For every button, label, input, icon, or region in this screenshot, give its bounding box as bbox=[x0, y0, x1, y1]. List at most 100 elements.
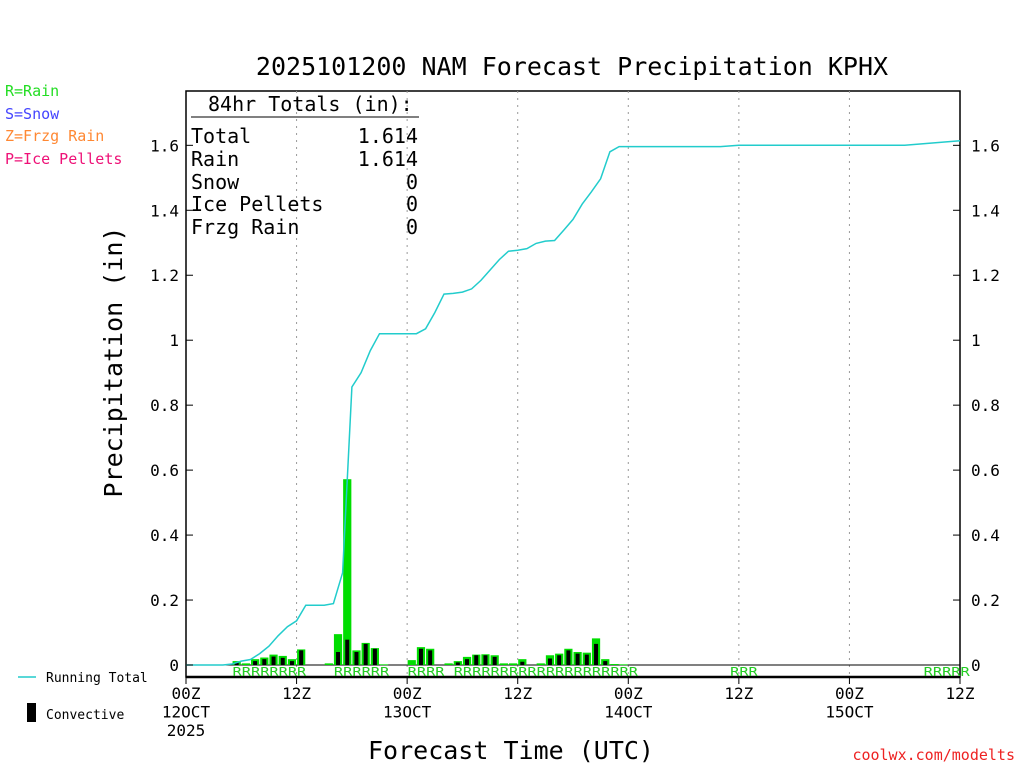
convective-bar bbox=[465, 659, 470, 665]
totals-label-total: Total bbox=[191, 124, 251, 148]
convective-bar bbox=[474, 655, 479, 665]
convective-bar bbox=[547, 658, 552, 665]
totals-value-snow: 0 bbox=[406, 170, 418, 194]
precip-bar bbox=[610, 664, 619, 665]
precip-bar bbox=[619, 664, 628, 666]
ptype-code-group: RRR bbox=[730, 665, 759, 679]
chart-title: 2025101200 NAM Forecast Precipitation KP… bbox=[256, 52, 888, 81]
totals-heading: 84hr Totals (in): bbox=[208, 92, 413, 116]
convective-bar bbox=[336, 652, 341, 665]
ptype-legend-snow: S=Snow bbox=[5, 105, 60, 123]
convective-bar bbox=[557, 655, 562, 665]
ptype-code-group: RRRRRRRRRRRRRRRRRRRR bbox=[454, 665, 639, 679]
convective-bar bbox=[271, 656, 276, 665]
y-tick-label-right: 0 bbox=[971, 656, 981, 675]
x-tick-label: 00Z bbox=[614, 684, 643, 703]
convective-bar bbox=[354, 652, 359, 665]
y-tick-label-left: 0.8 bbox=[150, 396, 179, 415]
y-tick-label-right: 1.6 bbox=[971, 136, 1000, 155]
totals-label-rain: Rain bbox=[191, 147, 239, 171]
y-tick-label-right: 0.8 bbox=[971, 396, 1000, 415]
x-tick-label: 12Z bbox=[503, 684, 532, 703]
convective-bar bbox=[299, 650, 304, 665]
convective-bar bbox=[584, 654, 589, 665]
convective-bar bbox=[289, 661, 294, 665]
y-tick-label-right: 1.2 bbox=[971, 266, 1000, 285]
y-tick-label-left: 1.4 bbox=[150, 201, 179, 220]
precip-bar bbox=[324, 663, 333, 665]
ptype-code-group: RRRRR bbox=[924, 665, 971, 679]
convective-bar bbox=[428, 650, 433, 665]
grid-lines bbox=[296, 91, 850, 677]
plot-frame bbox=[185, 90, 961, 678]
y-tick-label-left: 0.2 bbox=[150, 591, 179, 610]
y-axis-ticks: 0 00.2 0.20.4 0.40.6 0.60.8 0.81 11.2 1.21.4 1.4… bbox=[150, 136, 1000, 675]
convective-legend-swatch bbox=[27, 703, 36, 722]
precip-bars bbox=[232, 479, 628, 666]
x-tick-label: 12Z bbox=[946, 684, 975, 703]
convective-bar bbox=[492, 656, 497, 665]
convective-bar bbox=[418, 648, 423, 665]
precip-bar bbox=[407, 660, 416, 665]
y-tick-label-left: 0.4 bbox=[150, 526, 179, 545]
convective-bar bbox=[455, 662, 460, 665]
convective-legend-label: Convective bbox=[46, 708, 124, 723]
convective-bar bbox=[253, 661, 258, 665]
x-tick-label: 13OCT bbox=[383, 703, 432, 722]
y-tick-label-left: 1.6 bbox=[150, 136, 179, 155]
convective-bar bbox=[262, 659, 267, 665]
totals-value-total: 1.614 bbox=[358, 124, 418, 148]
credit-text: coolwx.com/modelts bbox=[852, 746, 1015, 764]
ptype-codes: RRRRRRRR RRRRRR RRRR RRRRRRRRRRRRRRRRRRRR RR… bbox=[233, 665, 971, 679]
x-axis-label: Forecast Time (UTC) bbox=[368, 736, 654, 765]
x-tick-label: 00Z bbox=[835, 684, 864, 703]
x-tick-label: 00Z bbox=[172, 684, 201, 703]
totals-value-rain: 1.614 bbox=[358, 147, 418, 171]
convective-bar bbox=[575, 653, 580, 665]
convective-bar bbox=[566, 650, 571, 665]
precip-bar bbox=[499, 663, 508, 665]
ptype-legend-rain: R=Rain bbox=[5, 82, 59, 100]
x-tick-label: 12OCT bbox=[162, 703, 211, 722]
convective-bar bbox=[280, 657, 285, 665]
ptype-code-group: RRRRRRRR bbox=[233, 665, 308, 679]
y-tick-label-right: 0.4 bbox=[971, 526, 1000, 545]
convective-bar bbox=[520, 661, 525, 665]
precip-bar bbox=[536, 663, 545, 665]
y-tick-label-right: 0.6 bbox=[971, 461, 1000, 480]
y-tick-label-left: 0.6 bbox=[150, 461, 179, 480]
precip-bar bbox=[241, 663, 250, 665]
running-total-line bbox=[186, 140, 961, 666]
y-tick-label-right: 1 bbox=[971, 331, 981, 350]
y-tick-label-left: 0 bbox=[169, 656, 179, 675]
ptype-code-group: RRRRRR bbox=[334, 665, 390, 679]
y-tick-label-left: 1.2 bbox=[150, 266, 179, 285]
convective-bar bbox=[234, 662, 239, 665]
convective-bar bbox=[363, 643, 368, 665]
convective-bar bbox=[594, 643, 599, 665]
ptype-legend: R=Rain S=Snow Z=Frzg Rain P=Ice Pellets bbox=[5, 82, 122, 168]
x-tick-label: 12Z bbox=[724, 684, 753, 703]
totals-value-frzg-rain: 0 bbox=[406, 215, 418, 239]
y-tick-label-right: 0.2 bbox=[971, 591, 1000, 610]
y-tick-label-left: 1 bbox=[169, 331, 179, 350]
x-tick-label: 00Z bbox=[393, 684, 422, 703]
precip-bar bbox=[509, 663, 518, 665]
series-legend: Running Total Convective bbox=[18, 671, 148, 723]
precip-bar bbox=[343, 479, 352, 665]
convective-bar bbox=[345, 639, 350, 665]
x-tick-label: 12Z bbox=[282, 684, 311, 703]
y-tick-label-right: 1.4 bbox=[971, 201, 1000, 220]
x-tick-label: 14OCT bbox=[604, 703, 653, 722]
precip-bar bbox=[444, 663, 453, 665]
totals-label-ice-pellets: Ice Pellets bbox=[191, 192, 323, 216]
y-axis-label: Precipitation (in) bbox=[99, 227, 128, 498]
totals-label-snow: Snow bbox=[191, 170, 240, 194]
convective-bar bbox=[372, 648, 377, 665]
convective-bars bbox=[234, 639, 608, 665]
convective-bar bbox=[603, 661, 608, 665]
totals-value-ice-pellets: 0 bbox=[406, 192, 418, 216]
ptype-legend-frzg-rain: Z=Frzg Rain bbox=[5, 127, 104, 145]
